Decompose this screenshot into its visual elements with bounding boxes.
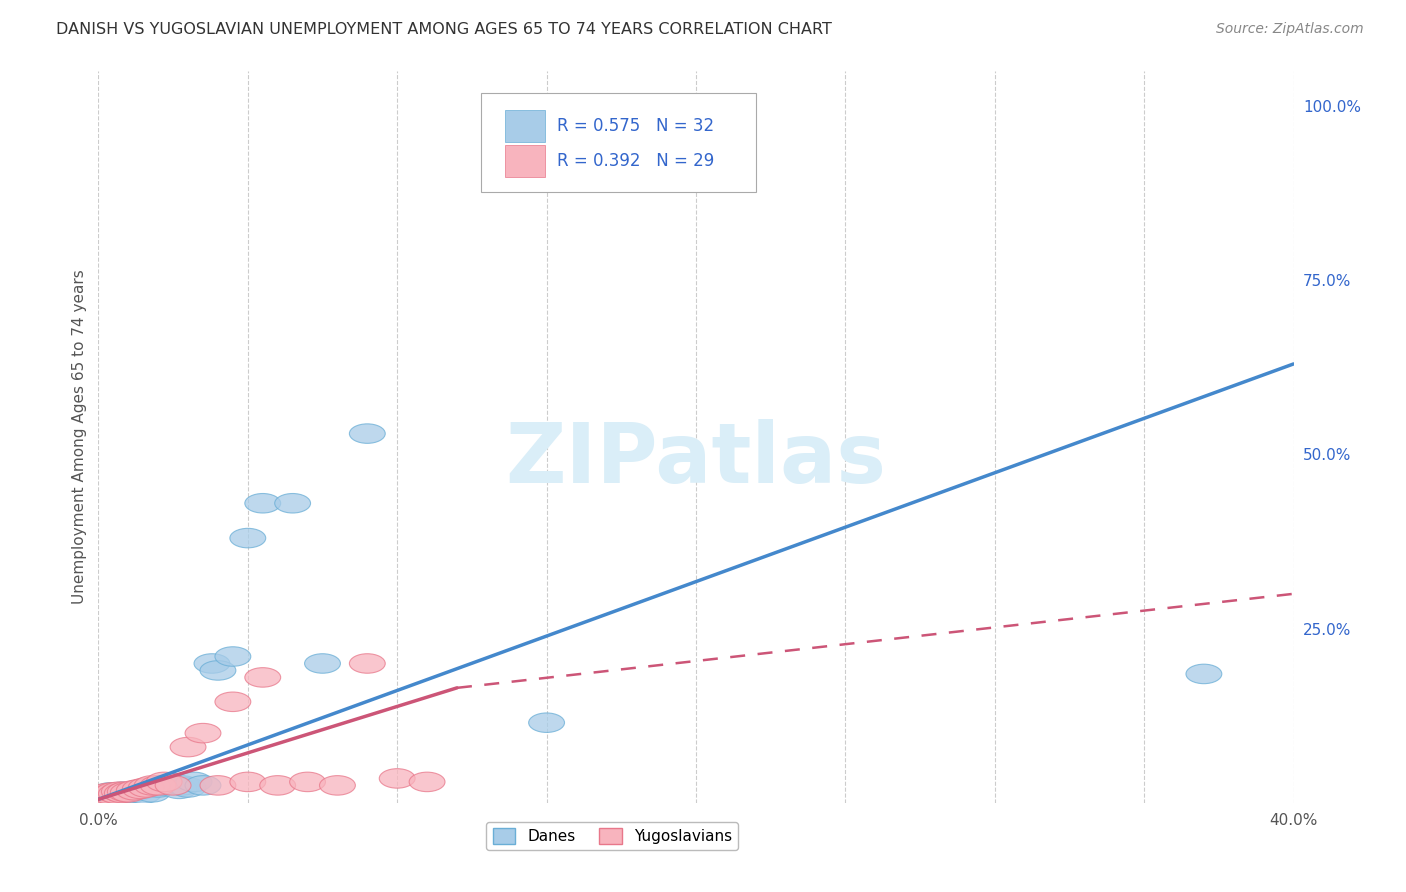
Ellipse shape [96, 786, 131, 805]
Ellipse shape [83, 786, 120, 805]
FancyBboxPatch shape [505, 145, 546, 178]
Text: R = 0.392   N = 29: R = 0.392 N = 29 [557, 153, 714, 170]
Ellipse shape [120, 780, 155, 800]
Ellipse shape [1187, 665, 1222, 683]
Ellipse shape [260, 776, 295, 795]
Ellipse shape [319, 776, 356, 795]
Ellipse shape [98, 785, 135, 805]
Ellipse shape [135, 782, 170, 802]
Ellipse shape [125, 779, 162, 798]
Ellipse shape [122, 779, 159, 798]
Ellipse shape [215, 647, 250, 666]
Ellipse shape [107, 785, 143, 805]
Ellipse shape [87, 785, 122, 805]
Ellipse shape [245, 493, 281, 513]
Ellipse shape [96, 782, 131, 802]
Ellipse shape [305, 654, 340, 673]
Ellipse shape [107, 782, 143, 801]
Ellipse shape [117, 782, 152, 802]
Ellipse shape [165, 776, 200, 795]
Ellipse shape [90, 785, 125, 805]
Ellipse shape [245, 667, 281, 687]
Ellipse shape [170, 738, 207, 756]
Ellipse shape [141, 776, 176, 795]
FancyBboxPatch shape [481, 94, 756, 192]
Ellipse shape [409, 772, 446, 792]
Ellipse shape [125, 784, 162, 804]
Ellipse shape [231, 528, 266, 548]
Ellipse shape [101, 783, 138, 803]
Ellipse shape [98, 784, 135, 804]
Ellipse shape [215, 692, 250, 712]
Ellipse shape [200, 776, 236, 795]
Ellipse shape [170, 778, 207, 797]
Legend: Danes, Yugoslavians: Danes, Yugoslavians [486, 822, 738, 850]
Ellipse shape [200, 661, 236, 681]
Ellipse shape [186, 723, 221, 743]
Text: Source: ZipAtlas.com: Source: ZipAtlas.com [1216, 22, 1364, 37]
Ellipse shape [117, 780, 152, 800]
Ellipse shape [90, 783, 125, 803]
Ellipse shape [176, 772, 212, 792]
Ellipse shape [93, 785, 128, 805]
Ellipse shape [141, 778, 176, 797]
Y-axis label: Unemployment Among Ages 65 to 74 years: Unemployment Among Ages 65 to 74 years [72, 269, 87, 605]
Ellipse shape [350, 424, 385, 443]
Ellipse shape [128, 778, 165, 797]
Text: ZIPatlas: ZIPatlas [506, 418, 886, 500]
Ellipse shape [155, 773, 191, 793]
Ellipse shape [194, 654, 231, 673]
Ellipse shape [380, 769, 415, 789]
Ellipse shape [162, 779, 197, 798]
Ellipse shape [146, 776, 183, 795]
Ellipse shape [104, 782, 141, 801]
Ellipse shape [529, 713, 565, 732]
Text: R = 0.575   N = 32: R = 0.575 N = 32 [557, 117, 714, 136]
Ellipse shape [155, 776, 191, 795]
Ellipse shape [231, 772, 266, 792]
Ellipse shape [101, 782, 138, 801]
Ellipse shape [110, 782, 146, 802]
Ellipse shape [104, 783, 141, 803]
Ellipse shape [135, 776, 170, 795]
Ellipse shape [186, 776, 221, 795]
Ellipse shape [93, 782, 128, 802]
Ellipse shape [146, 772, 183, 792]
Text: DANISH VS YUGOSLAVIAN UNEMPLOYMENT AMONG AGES 65 TO 74 YEARS CORRELATION CHART: DANISH VS YUGOSLAVIAN UNEMPLOYMENT AMONG… [56, 22, 832, 37]
Ellipse shape [87, 786, 122, 805]
Ellipse shape [110, 782, 146, 802]
Ellipse shape [290, 772, 326, 792]
FancyBboxPatch shape [505, 110, 546, 143]
Ellipse shape [274, 493, 311, 513]
Ellipse shape [350, 654, 385, 673]
